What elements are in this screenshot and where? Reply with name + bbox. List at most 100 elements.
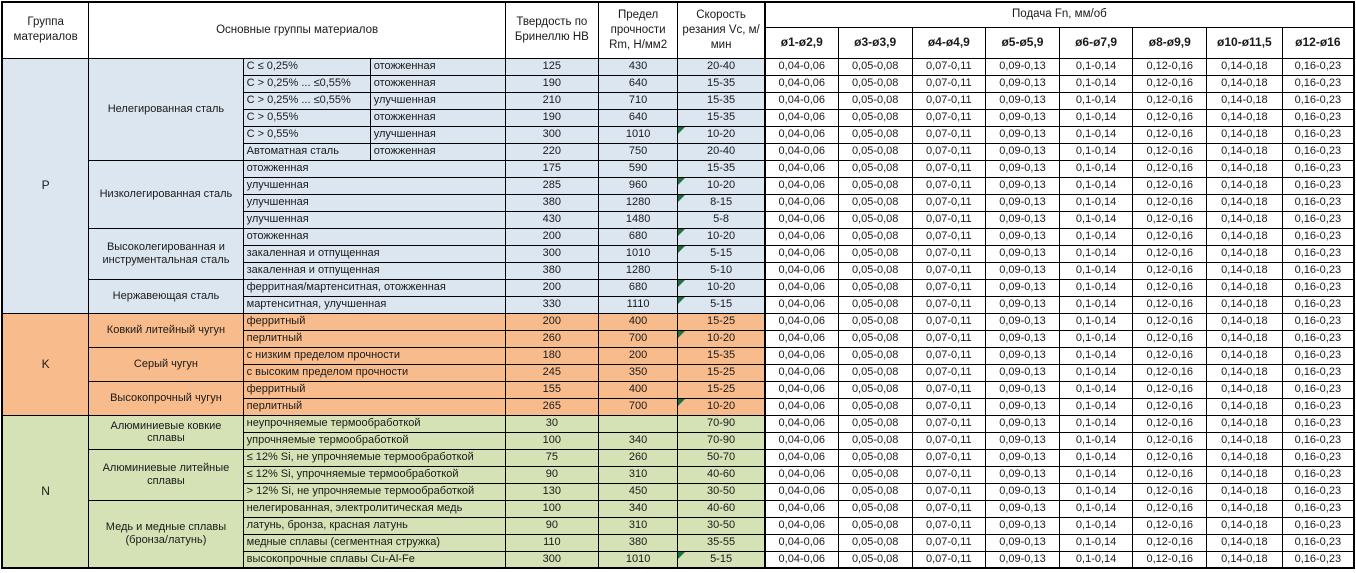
cutting-speed-cell: 15-25 — [677, 363, 766, 382]
column-header-diameter-4: ø5-ø5,9 — [985, 26, 1060, 59]
table-header: Группа материалов Основные группы матери… — [1, 1, 1355, 59]
condition-cell: ферритная/мартенситная, отожженная — [242, 278, 506, 297]
condition-cell: медные сплавы (сегментная стружка) — [242, 533, 506, 552]
feed-cell: 0,05-0,08 — [837, 380, 913, 399]
hardness-cell: 110 — [504, 533, 599, 552]
feed-cell: 0,04-0,06 — [763, 176, 839, 195]
feed-cell: 0,16-0,23 — [1281, 227, 1355, 246]
feed-cell: 0,16-0,23 — [1281, 329, 1355, 348]
cutting-speed-cell: 10-20 — [677, 227, 766, 246]
feed-cell: 0,12-0,16 — [1132, 295, 1208, 314]
feed-cell: 0,14-0,18 — [1206, 108, 1283, 127]
column-header-diameter-1: ø1-ø2,9 — [763, 26, 839, 59]
subgroup-name-cell: Алюминиевые литейные сплавы — [88, 448, 244, 501]
feed-cell: 0,14-0,18 — [1206, 74, 1283, 93]
feed-cell: 0,09-0,13 — [985, 329, 1060, 348]
feed-cell: 0,1-0,14 — [1058, 312, 1134, 331]
feed-cell: 0,12-0,16 — [1132, 482, 1208, 501]
column-header-diameter-6: ø8-ø9,9 — [1132, 26, 1208, 59]
feed-cell: 0,12-0,16 — [1132, 57, 1208, 76]
feed-cell: 0,05-0,08 — [837, 142, 913, 161]
table-row: > 12% Si, не упрочняемые термообработкой… — [2, 482, 1355, 501]
feed-cell: 0,16-0,23 — [1281, 125, 1355, 144]
feed-cell: 0,09-0,13 — [985, 431, 1060, 450]
feed-cell: 0,12-0,16 — [1132, 516, 1208, 535]
feed-cell: 0,07-0,11 — [911, 482, 987, 501]
strength-cell: 1010 — [597, 125, 679, 144]
feed-cell: 0,14-0,18 — [1206, 278, 1283, 297]
feed-cell: 0,1-0,14 — [1058, 278, 1134, 297]
feed-cell: 0,12-0,16 — [1132, 91, 1208, 110]
feed-cell: 0,12-0,16 — [1132, 261, 1208, 280]
hardness-cell: 300 — [504, 550, 599, 569]
strength-cell: 960 — [597, 176, 679, 195]
feed-cell: 0,16-0,23 — [1281, 380, 1355, 399]
feed-cell: 0,1-0,14 — [1058, 159, 1134, 178]
feed-cell: 0,07-0,11 — [911, 159, 987, 178]
feed-cell: 0,09-0,13 — [985, 465, 1060, 484]
feed-cell: 0,16-0,23 — [1281, 533, 1355, 552]
feed-cell: 0,05-0,08 — [837, 516, 913, 535]
cutting-speed-cell: 8-15 — [677, 193, 766, 212]
feed-cell: 0,12-0,16 — [1132, 312, 1208, 331]
feed-cell: 0,04-0,06 — [763, 533, 839, 552]
cutting-speed-cell: 15-35 — [677, 91, 766, 110]
feed-cell: 0,04-0,06 — [763, 210, 839, 229]
feed-cell: 0,12-0,16 — [1132, 448, 1208, 467]
feed-cell: 0,14-0,18 — [1206, 176, 1283, 195]
feed-cell: 0,09-0,13 — [985, 499, 1060, 518]
condition-cell: ≤ 12% Si, упрочняемые термообработкой — [242, 465, 506, 484]
hardness-cell: 430 — [504, 210, 599, 229]
condition-cell: с высоким пределом прочности — [242, 363, 506, 382]
column-header-material-group: Группа материалов — [1, 1, 90, 59]
feed-cell: 0,12-0,16 — [1132, 499, 1208, 518]
column-header-diameter-3: ø4-ø4,9 — [911, 26, 987, 59]
table-row: Алюминиевые литейные сплавы ≤ 12% Si, не … — [2, 448, 1355, 501]
cutting-speed-cell: 10-20 — [677, 176, 766, 195]
feed-cell: 0,04-0,06 — [763, 312, 839, 331]
feed-cell: 0,12-0,16 — [1132, 278, 1208, 297]
feed-cell: 0,1-0,14 — [1058, 533, 1134, 552]
feed-cell: 0,1-0,14 — [1058, 193, 1134, 212]
feed-cell: 0,16-0,23 — [1281, 312, 1355, 331]
table-row: латунь, бронза, красная латунь 90 310 30-50… — [2, 516, 1355, 535]
strength-cell: 310 — [597, 516, 679, 535]
feed-cell: 0,14-0,18 — [1206, 261, 1283, 280]
feed-cell: 0,1-0,14 — [1058, 91, 1134, 110]
strength-cell — [597, 414, 679, 433]
feed-cell: 0,1-0,14 — [1058, 329, 1134, 348]
condition-cell: отожженная — [242, 159, 506, 178]
cutting-speed-cell: 5-15 — [677, 295, 766, 314]
strength-cell: 380 — [597, 533, 679, 552]
condition-cell: закаленная и отпущенная — [242, 244, 506, 263]
table-row: Серый чугун с низким пределом прочности 18… — [2, 346, 1355, 382]
table-row: перлитный 260 700 10-20 0,04-0,06 0,05-0,08 0,… — [2, 329, 1355, 348]
feed-cell: 0,09-0,13 — [985, 227, 1060, 246]
feed-cell: 0,05-0,08 — [837, 210, 913, 229]
feed-cell: 0,16-0,23 — [1281, 482, 1355, 501]
feed-cell: 0,16-0,23 — [1281, 397, 1355, 416]
feed-cell: 0,04-0,06 — [763, 397, 839, 416]
column-header-diameter-2: ø3-ø3,9 — [837, 26, 913, 59]
hardness-cell: 245 — [504, 363, 599, 382]
feed-cell: 0,14-0,18 — [1206, 380, 1283, 399]
treatment-cell: улучшенная — [369, 91, 506, 110]
cutting-speed-cell: 35-55 — [677, 533, 766, 552]
hardness-cell: 265 — [504, 397, 599, 416]
feed-cell: 0,16-0,23 — [1281, 346, 1355, 365]
feed-cell: 0,07-0,11 — [911, 533, 987, 552]
cutting-speed-cell: 5-15 — [677, 244, 766, 263]
condition-cell: с низким пределом прочности — [242, 346, 506, 365]
feed-cell: 0,05-0,08 — [837, 125, 913, 144]
feed-cell: 0,12-0,16 — [1132, 363, 1208, 382]
feed-cell: 0,04-0,06 — [763, 380, 839, 399]
feed-cell: 0,04-0,06 — [763, 159, 839, 178]
feed-cell: 0,09-0,13 — [985, 125, 1060, 144]
subgroup-name-cell: Нержавеющая сталь — [88, 278, 244, 314]
strength-cell: 640 — [597, 108, 679, 127]
feed-cell: 0,09-0,13 — [985, 244, 1060, 263]
feed-cell: 0,16-0,23 — [1281, 91, 1355, 110]
strength-cell: 260 — [597, 448, 679, 467]
feed-cell: 0,12-0,16 — [1132, 244, 1208, 263]
